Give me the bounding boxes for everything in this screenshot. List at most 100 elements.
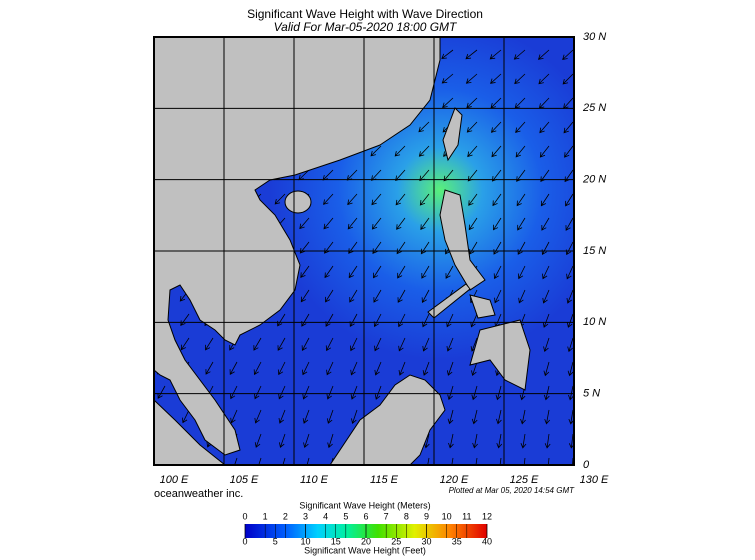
arrow xyxy=(277,361,286,376)
hainan xyxy=(284,190,312,214)
arrow xyxy=(490,121,502,133)
land xyxy=(154,37,531,465)
arrow xyxy=(442,97,454,109)
arrow xyxy=(470,313,478,328)
arrow xyxy=(326,385,334,400)
arrow xyxy=(301,337,310,352)
arrow xyxy=(520,433,527,449)
arrow xyxy=(397,289,406,303)
arrow xyxy=(157,385,166,399)
feet-tick-label: 40 xyxy=(482,536,492,546)
arrow xyxy=(229,361,238,375)
arrow xyxy=(564,145,574,158)
arrow xyxy=(253,361,262,376)
lon-label: 120 E xyxy=(440,474,469,486)
arrow xyxy=(565,193,574,207)
arrow xyxy=(445,265,454,279)
arrow xyxy=(539,121,550,134)
arrow xyxy=(323,193,334,205)
arrow xyxy=(300,289,310,303)
arrow xyxy=(423,433,430,449)
lat-label: 20 N xyxy=(582,174,606,186)
arrow xyxy=(465,73,478,84)
lat-label: 25 N xyxy=(582,102,606,114)
arrow xyxy=(325,337,334,352)
arrow xyxy=(447,385,454,401)
meters-tick-label: 7 xyxy=(384,511,389,521)
meters-tick-label: 6 xyxy=(363,511,368,521)
arrow xyxy=(446,313,454,328)
arrow xyxy=(490,73,502,84)
arrow xyxy=(274,193,286,205)
arrow xyxy=(418,121,430,133)
meters-tick-label: 10 xyxy=(442,511,452,521)
plotted-note: Plotted at Mar 05, 2020 14:54 GMT xyxy=(449,486,576,495)
luzon xyxy=(439,189,486,291)
arrow xyxy=(537,49,550,60)
arrow xyxy=(299,217,310,230)
arrow xyxy=(542,289,550,304)
arrow xyxy=(303,433,310,449)
palawan xyxy=(427,283,471,319)
arrow xyxy=(441,49,454,60)
arrow xyxy=(325,289,334,303)
arrow xyxy=(229,385,238,400)
arrow xyxy=(515,145,526,158)
map-frame xyxy=(153,36,575,466)
arrow xyxy=(539,145,550,158)
feet-tick-label: 10 xyxy=(300,536,310,546)
arrow xyxy=(278,409,286,424)
lon-label: 105 E xyxy=(230,474,259,486)
arrow xyxy=(396,217,406,230)
meters-tick-label: 8 xyxy=(404,511,409,521)
arrow xyxy=(230,409,238,424)
arrow xyxy=(418,145,430,157)
arrow xyxy=(542,265,550,280)
arrow xyxy=(568,409,574,425)
arrow xyxy=(565,217,574,231)
meters-tick-label: 0 xyxy=(242,511,247,521)
arrow xyxy=(397,313,406,328)
arrow xyxy=(372,265,382,279)
lat-label: 10 N xyxy=(583,316,606,328)
arrow xyxy=(205,337,214,351)
arrow xyxy=(324,265,334,279)
arrow xyxy=(471,409,478,425)
arrow xyxy=(567,361,574,377)
arrow xyxy=(468,217,478,231)
arrow xyxy=(496,433,503,449)
arrow xyxy=(466,121,478,133)
arrow xyxy=(422,361,430,376)
arrow xyxy=(370,145,382,157)
arrow xyxy=(520,409,526,425)
arrow xyxy=(566,289,574,304)
arrow xyxy=(495,409,502,425)
arrow xyxy=(302,409,310,424)
arrow xyxy=(465,49,478,60)
arrow xyxy=(323,217,334,230)
arrow xyxy=(468,193,478,206)
credit: oceanweather inc. xyxy=(154,488,243,500)
arrow xyxy=(471,361,478,377)
meters-tick-label: 2 xyxy=(283,511,288,521)
arrow xyxy=(254,385,262,400)
arrow xyxy=(516,193,526,207)
graticule xyxy=(154,37,574,465)
arrow xyxy=(374,361,382,376)
feet-tick-label: 30 xyxy=(421,536,431,546)
lon-label: 125 E xyxy=(510,474,539,486)
arrow xyxy=(422,313,430,328)
arrow xyxy=(544,433,551,449)
feet-tick-label: 5 xyxy=(273,536,278,546)
arrow xyxy=(398,361,406,376)
arrow xyxy=(371,217,382,230)
colorbar-feet-label: Significant Wave Height (Feet) xyxy=(304,545,426,555)
arrow xyxy=(349,337,358,352)
arrow xyxy=(326,361,334,376)
meters-tick-label: 1 xyxy=(263,511,268,521)
arrow xyxy=(420,241,430,255)
arrow xyxy=(180,337,190,351)
arrow xyxy=(372,241,382,255)
